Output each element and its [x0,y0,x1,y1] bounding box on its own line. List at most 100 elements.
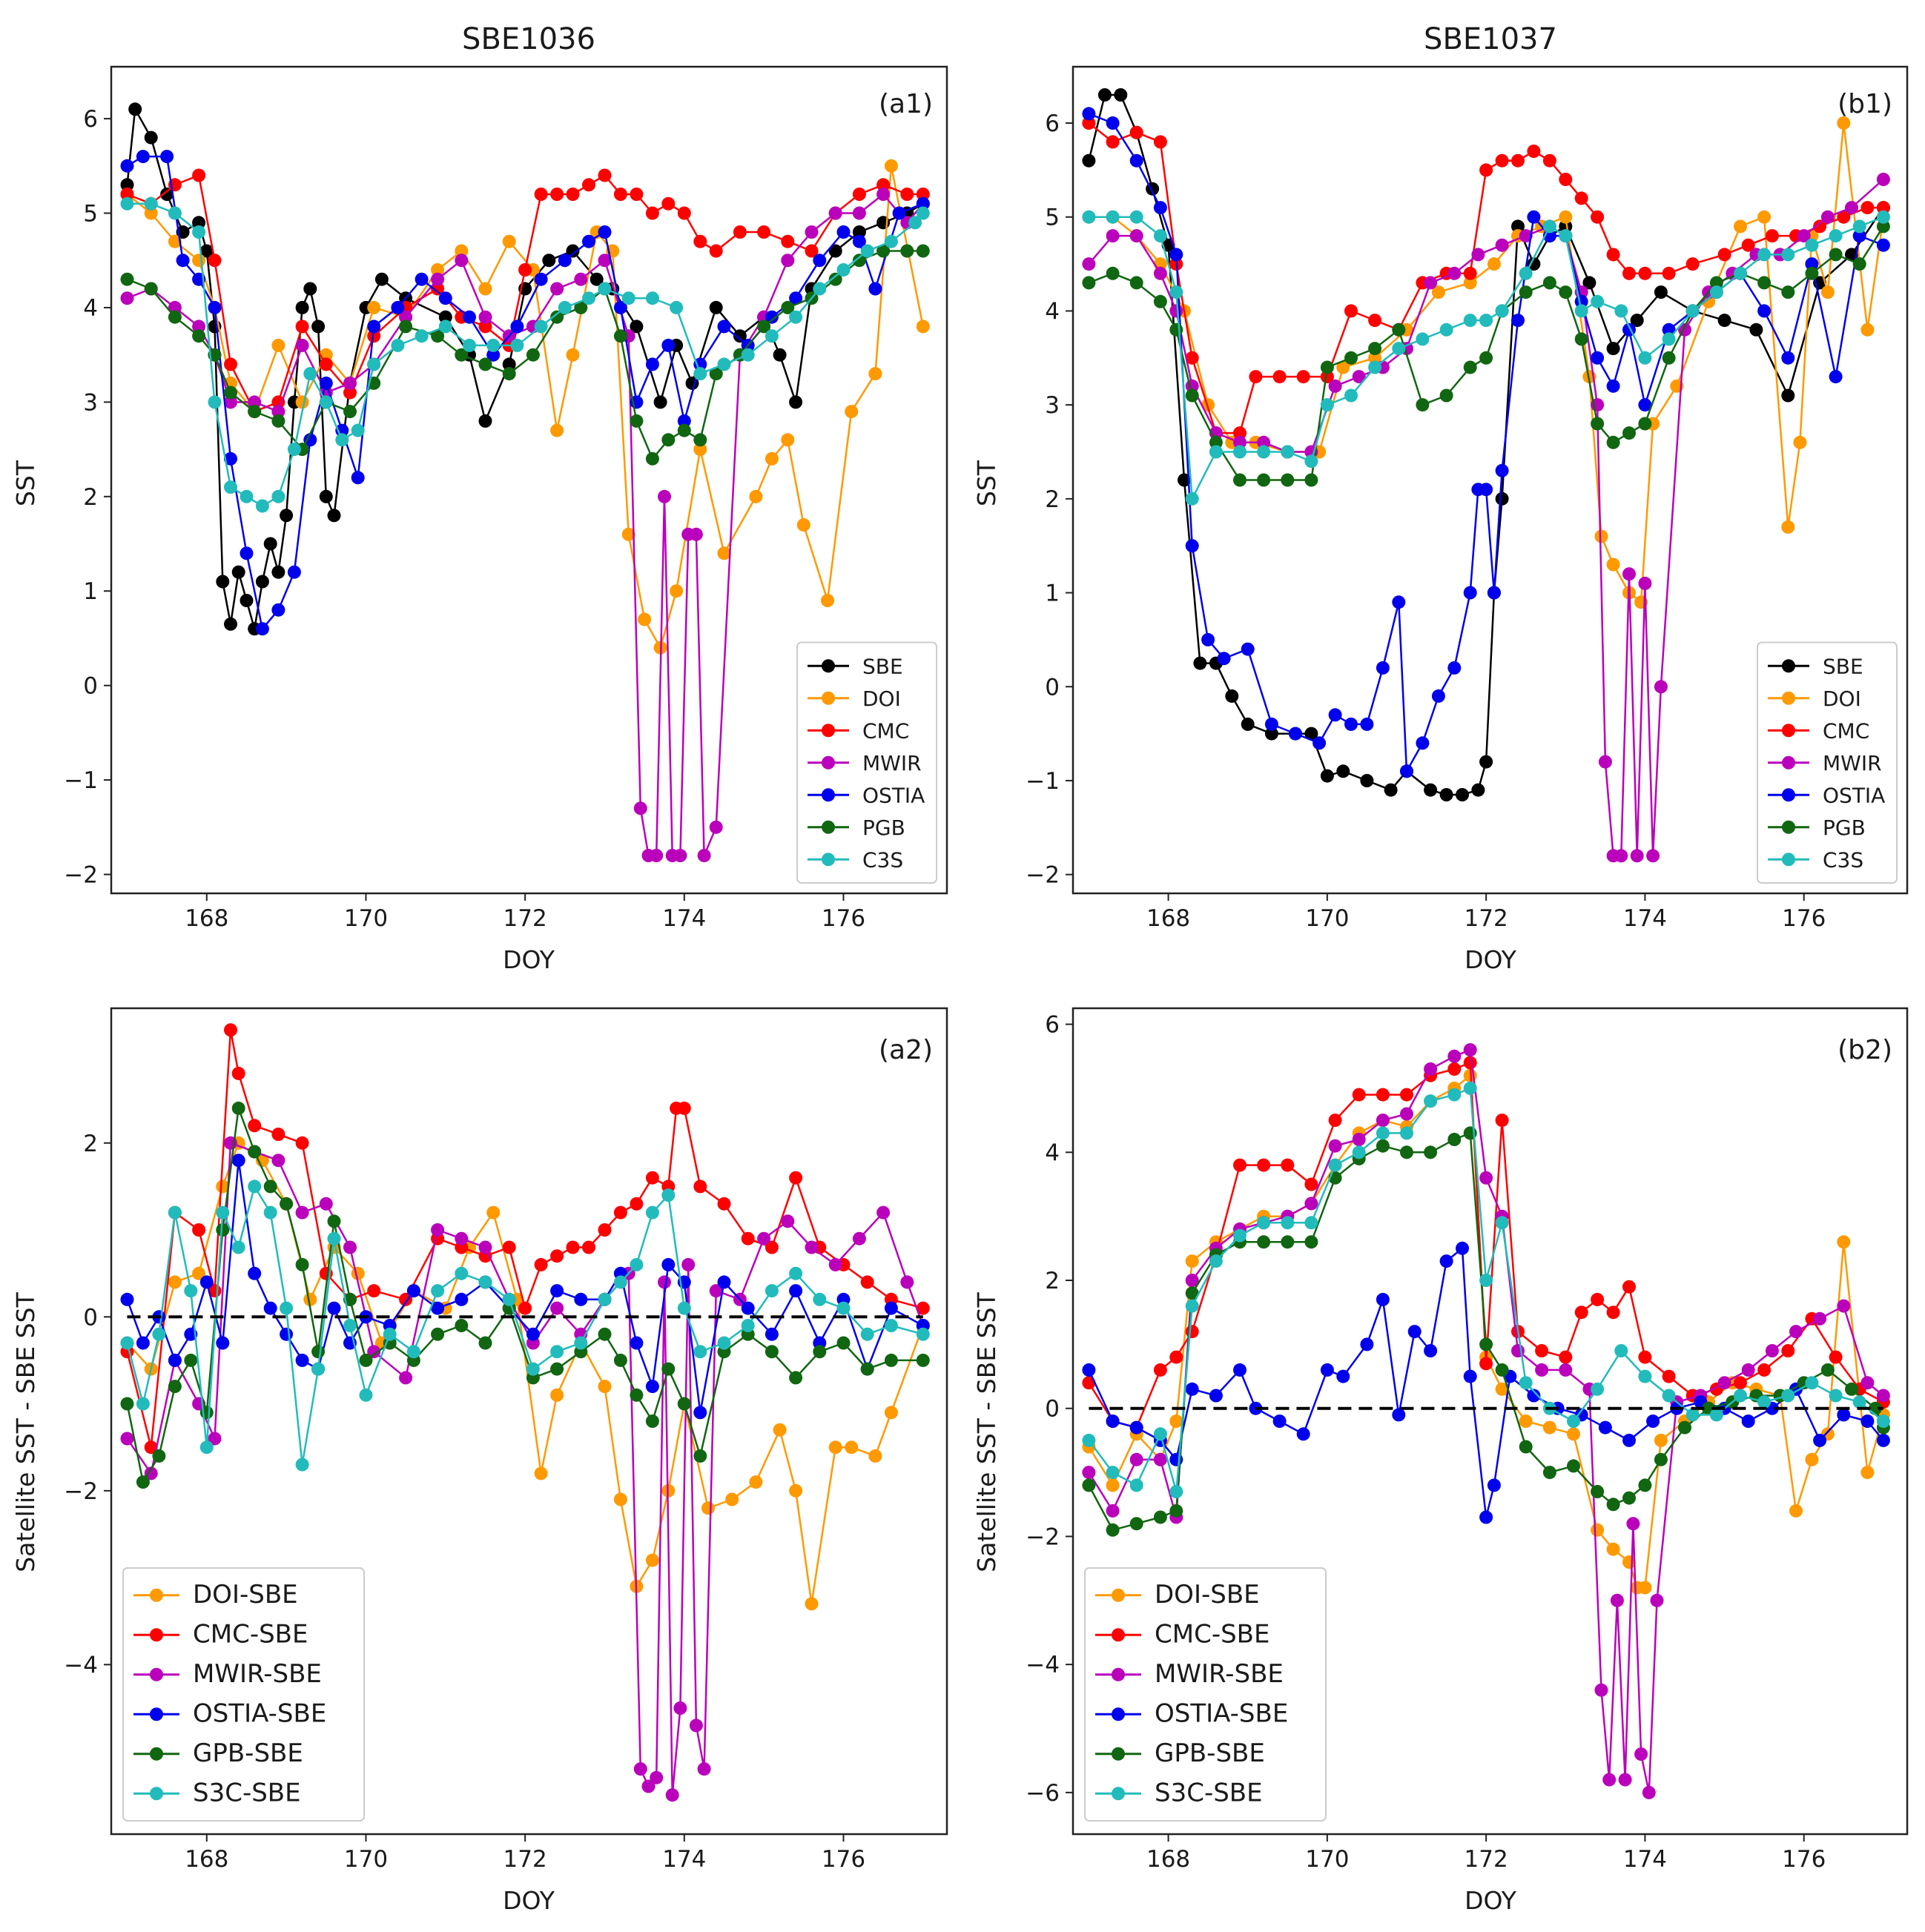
data-point [1392,322,1406,337]
data-point [757,225,771,239]
data-point [598,1327,612,1341]
data-point [884,1301,898,1315]
plot-area [120,102,930,862]
data-point [1185,492,1199,506]
legend: SBE DOI CMC MWIR OSTIA PGB C3S [796,641,937,884]
data-point [1249,370,1263,384]
data-point [1662,332,1676,346]
data-point [1376,1292,1390,1306]
data-point [908,216,922,230]
data-point [1344,388,1358,403]
data-point [152,1327,166,1341]
y-tick-label: 4 [83,295,98,322]
axes-frame [110,1007,948,1836]
data-point [613,188,627,201]
data-point [1876,1389,1890,1403]
legend-item: DOI [808,687,901,711]
data-point [478,1240,492,1254]
data-point [319,376,333,390]
legend-item: DOI-SBE [1095,1580,1260,1610]
data-point [192,320,206,334]
data-point [645,1171,659,1185]
legend-marker [150,1747,163,1761]
data-point [1757,210,1772,224]
data-point [1852,1395,1866,1409]
data-point [1376,1114,1390,1128]
data-point [1344,304,1358,318]
data-point [645,357,659,371]
data-point [574,272,588,286]
data-point [630,1388,644,1402]
data-point [168,1353,182,1367]
data-point [884,1319,898,1332]
data-point [1606,342,1620,356]
data-point [1304,1177,1318,1191]
data-point [431,329,445,343]
data-point [1805,257,1819,271]
data-point [1129,153,1143,168]
data-point [670,300,684,314]
data-point [1591,1292,1605,1306]
data-point [709,300,723,314]
data-point [661,433,676,447]
data-point [455,244,469,258]
data-point [860,1362,874,1376]
data-point [271,338,285,352]
data-point [1511,153,1525,168]
data-point [1106,1466,1120,1480]
data-point [852,254,866,268]
data-point [1622,426,1636,440]
data-point [1654,285,1668,300]
legend-label: MWIR-SBE [1155,1659,1284,1689]
data-point [1876,210,1890,224]
data-point [658,1275,671,1289]
legend-marker [150,1628,163,1642]
data-point [120,159,134,173]
y-tick-label: 6 [1045,110,1060,137]
y-tick-label: −2 [64,1478,98,1505]
data-point [1567,1415,1580,1428]
data-point [534,1257,548,1271]
data-point [1169,304,1183,318]
y-tick-label: 2 [1045,1268,1060,1294]
data-point [1447,1133,1462,1146]
y-tick-label: 6 [83,106,98,133]
data-point [248,1180,262,1194]
data-point [478,414,492,428]
data-point [1594,1683,1608,1697]
data-point [1209,445,1223,459]
data-point [1717,314,1731,328]
legend-item: OSTIA [1768,783,1885,807]
data-point [1829,370,1843,384]
data-point [805,244,819,258]
y-tick-label: −6 [1026,1780,1060,1807]
data-point [1264,717,1278,731]
data-point [1741,1363,1755,1377]
data-point [263,1180,277,1194]
data-point [1114,88,1128,102]
data-point [438,291,452,305]
data-point [1281,1158,1295,1172]
data-point [1542,276,1556,290]
data-point [693,357,707,371]
data-point [1542,1420,1556,1435]
y-tick-label: 0 [83,673,98,700]
data-point [1765,229,1779,243]
data-point [709,367,723,381]
data-point [1519,1376,1533,1390]
data-point [1820,210,1835,224]
data-point [144,130,158,145]
data-point [1527,210,1541,224]
data-point [1463,1081,1477,1095]
data-point [813,1292,827,1306]
data-point [765,1327,779,1341]
data-point [1765,1344,1779,1357]
data-point [327,509,341,523]
data-point [1281,1235,1295,1249]
data-point [677,414,691,428]
data-point [319,1197,333,1211]
y-tick-label: 1 [1045,580,1060,607]
y-tick-label: 2 [83,484,98,511]
data-point [1439,322,1453,337]
data-point [248,395,262,409]
